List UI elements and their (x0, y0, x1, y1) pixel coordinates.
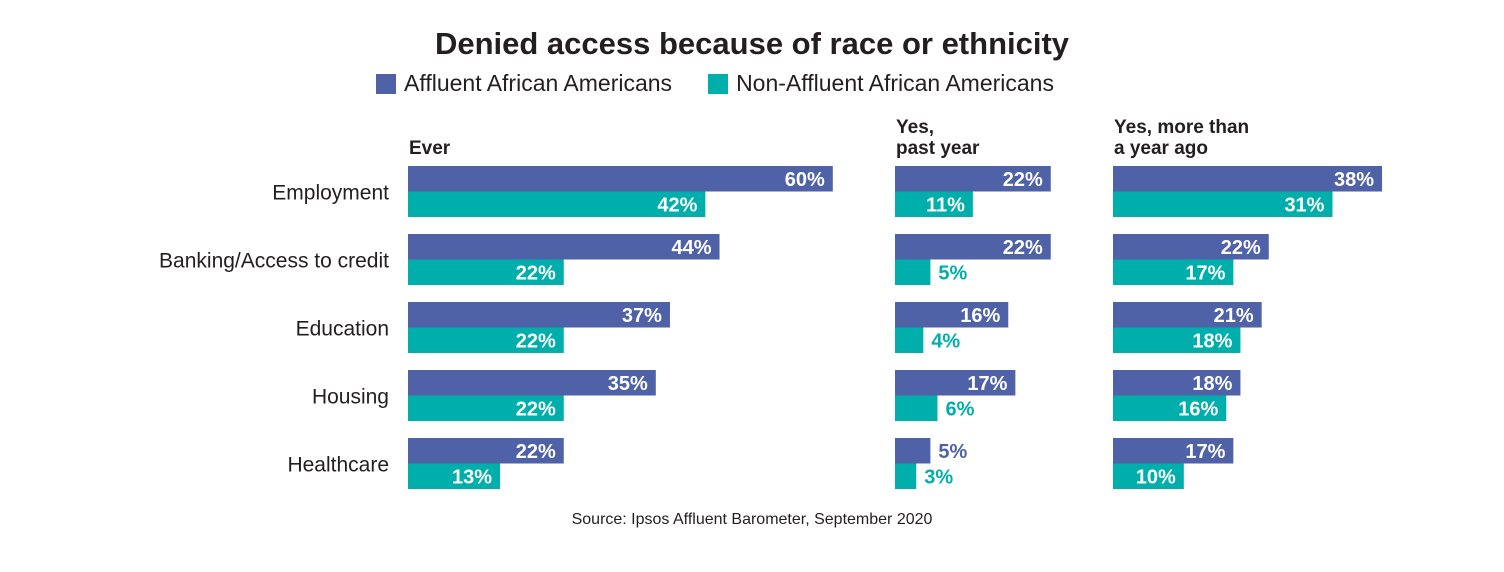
bar (895, 370, 1016, 396)
data-label: 22% (1003, 237, 1043, 259)
category-label: Banking/Access to credit (159, 250, 389, 273)
bar (1113, 234, 1269, 260)
data-label: 21% (1214, 305, 1254, 327)
bar (408, 302, 670, 328)
bar (895, 259, 931, 285)
bar (1113, 327, 1241, 353)
data-label: 44% (671, 237, 711, 259)
chart-title: Denied access because of race or ethnici… (434, 26, 1070, 61)
data-label: 17% (1185, 262, 1225, 284)
data-label: 22% (516, 262, 556, 284)
data-label: 13% (452, 466, 492, 488)
bar (408, 395, 564, 421)
bar (408, 166, 833, 192)
data-label: 18% (1192, 330, 1232, 352)
legend-item-non-affluent: Non-Affluent African Americans (708, 70, 1054, 97)
bar (895, 463, 917, 489)
data-label: 18% (1192, 373, 1232, 395)
legend-swatch-non-affluent (708, 73, 729, 94)
data-label: 5% (938, 441, 967, 463)
source-note: Source: Ipsos Affluent Barometer, Septem… (571, 511, 933, 528)
bar (895, 191, 973, 217)
data-label: 31% (1284, 194, 1324, 216)
data-label: 22% (1003, 169, 1043, 191)
bar (1113, 395, 1227, 421)
legend-item-affluent: Affluent African Americans (376, 70, 672, 97)
data-label: 6% (945, 398, 974, 420)
category-label: Employment (272, 182, 389, 205)
legend-label-affluent: Affluent African Americans (404, 70, 673, 96)
data-label: 60% (785, 169, 825, 191)
panel-header: Ever (409, 138, 451, 159)
data-label: 16% (960, 305, 1000, 327)
data-label: 22% (516, 330, 556, 352)
bar (1113, 370, 1241, 396)
bar (895, 234, 1051, 260)
data-label: 22% (516, 441, 556, 463)
panel-header: Yes, (896, 117, 934, 138)
panel-header: past year (896, 138, 980, 159)
bar (895, 302, 1009, 328)
bar (408, 234, 720, 260)
category-label: Healthcare (287, 454, 389, 477)
data-label: 3% (924, 466, 953, 488)
bar (408, 327, 564, 353)
bar (408, 259, 564, 285)
data-label: 38% (1334, 169, 1374, 191)
data-label: 5% (938, 262, 967, 284)
data-label: 17% (1185, 441, 1225, 463)
category-label: Education (296, 318, 389, 341)
legend-label-non-affluent: Non-Affluent African Americans (736, 70, 1054, 96)
data-label: 10% (1136, 466, 1176, 488)
legend-swatch-affluent (376, 73, 396, 94)
bar (408, 463, 501, 489)
bar (408, 438, 564, 464)
data-label: 4% (931, 330, 960, 352)
bar (1113, 438, 1234, 464)
data-label: 37% (622, 305, 662, 327)
category-label: Housing (312, 386, 389, 409)
bar (408, 191, 706, 217)
data-label: 11% (926, 194, 965, 216)
bar (895, 438, 931, 464)
bar (1113, 191, 1333, 217)
bar (895, 327, 924, 353)
bar (1113, 166, 1383, 192)
data-label: 22% (516, 398, 556, 420)
bar (408, 370, 656, 396)
bar (1113, 259, 1234, 285)
bar (895, 395, 938, 421)
bar (1113, 463, 1184, 489)
panel-header: Yes, more than (1114, 117, 1249, 138)
bar (1113, 302, 1262, 328)
legend: Affluent African Americans Non-Affluent … (376, 70, 1090, 97)
data-label: 22% (1221, 237, 1261, 259)
data-label: 17% (967, 373, 1007, 395)
data-label: 42% (657, 194, 697, 216)
bar (895, 166, 1051, 192)
data-label: 35% (608, 373, 648, 395)
panel-header: a year ago (1114, 138, 1208, 159)
data-label: 16% (1178, 398, 1218, 420)
